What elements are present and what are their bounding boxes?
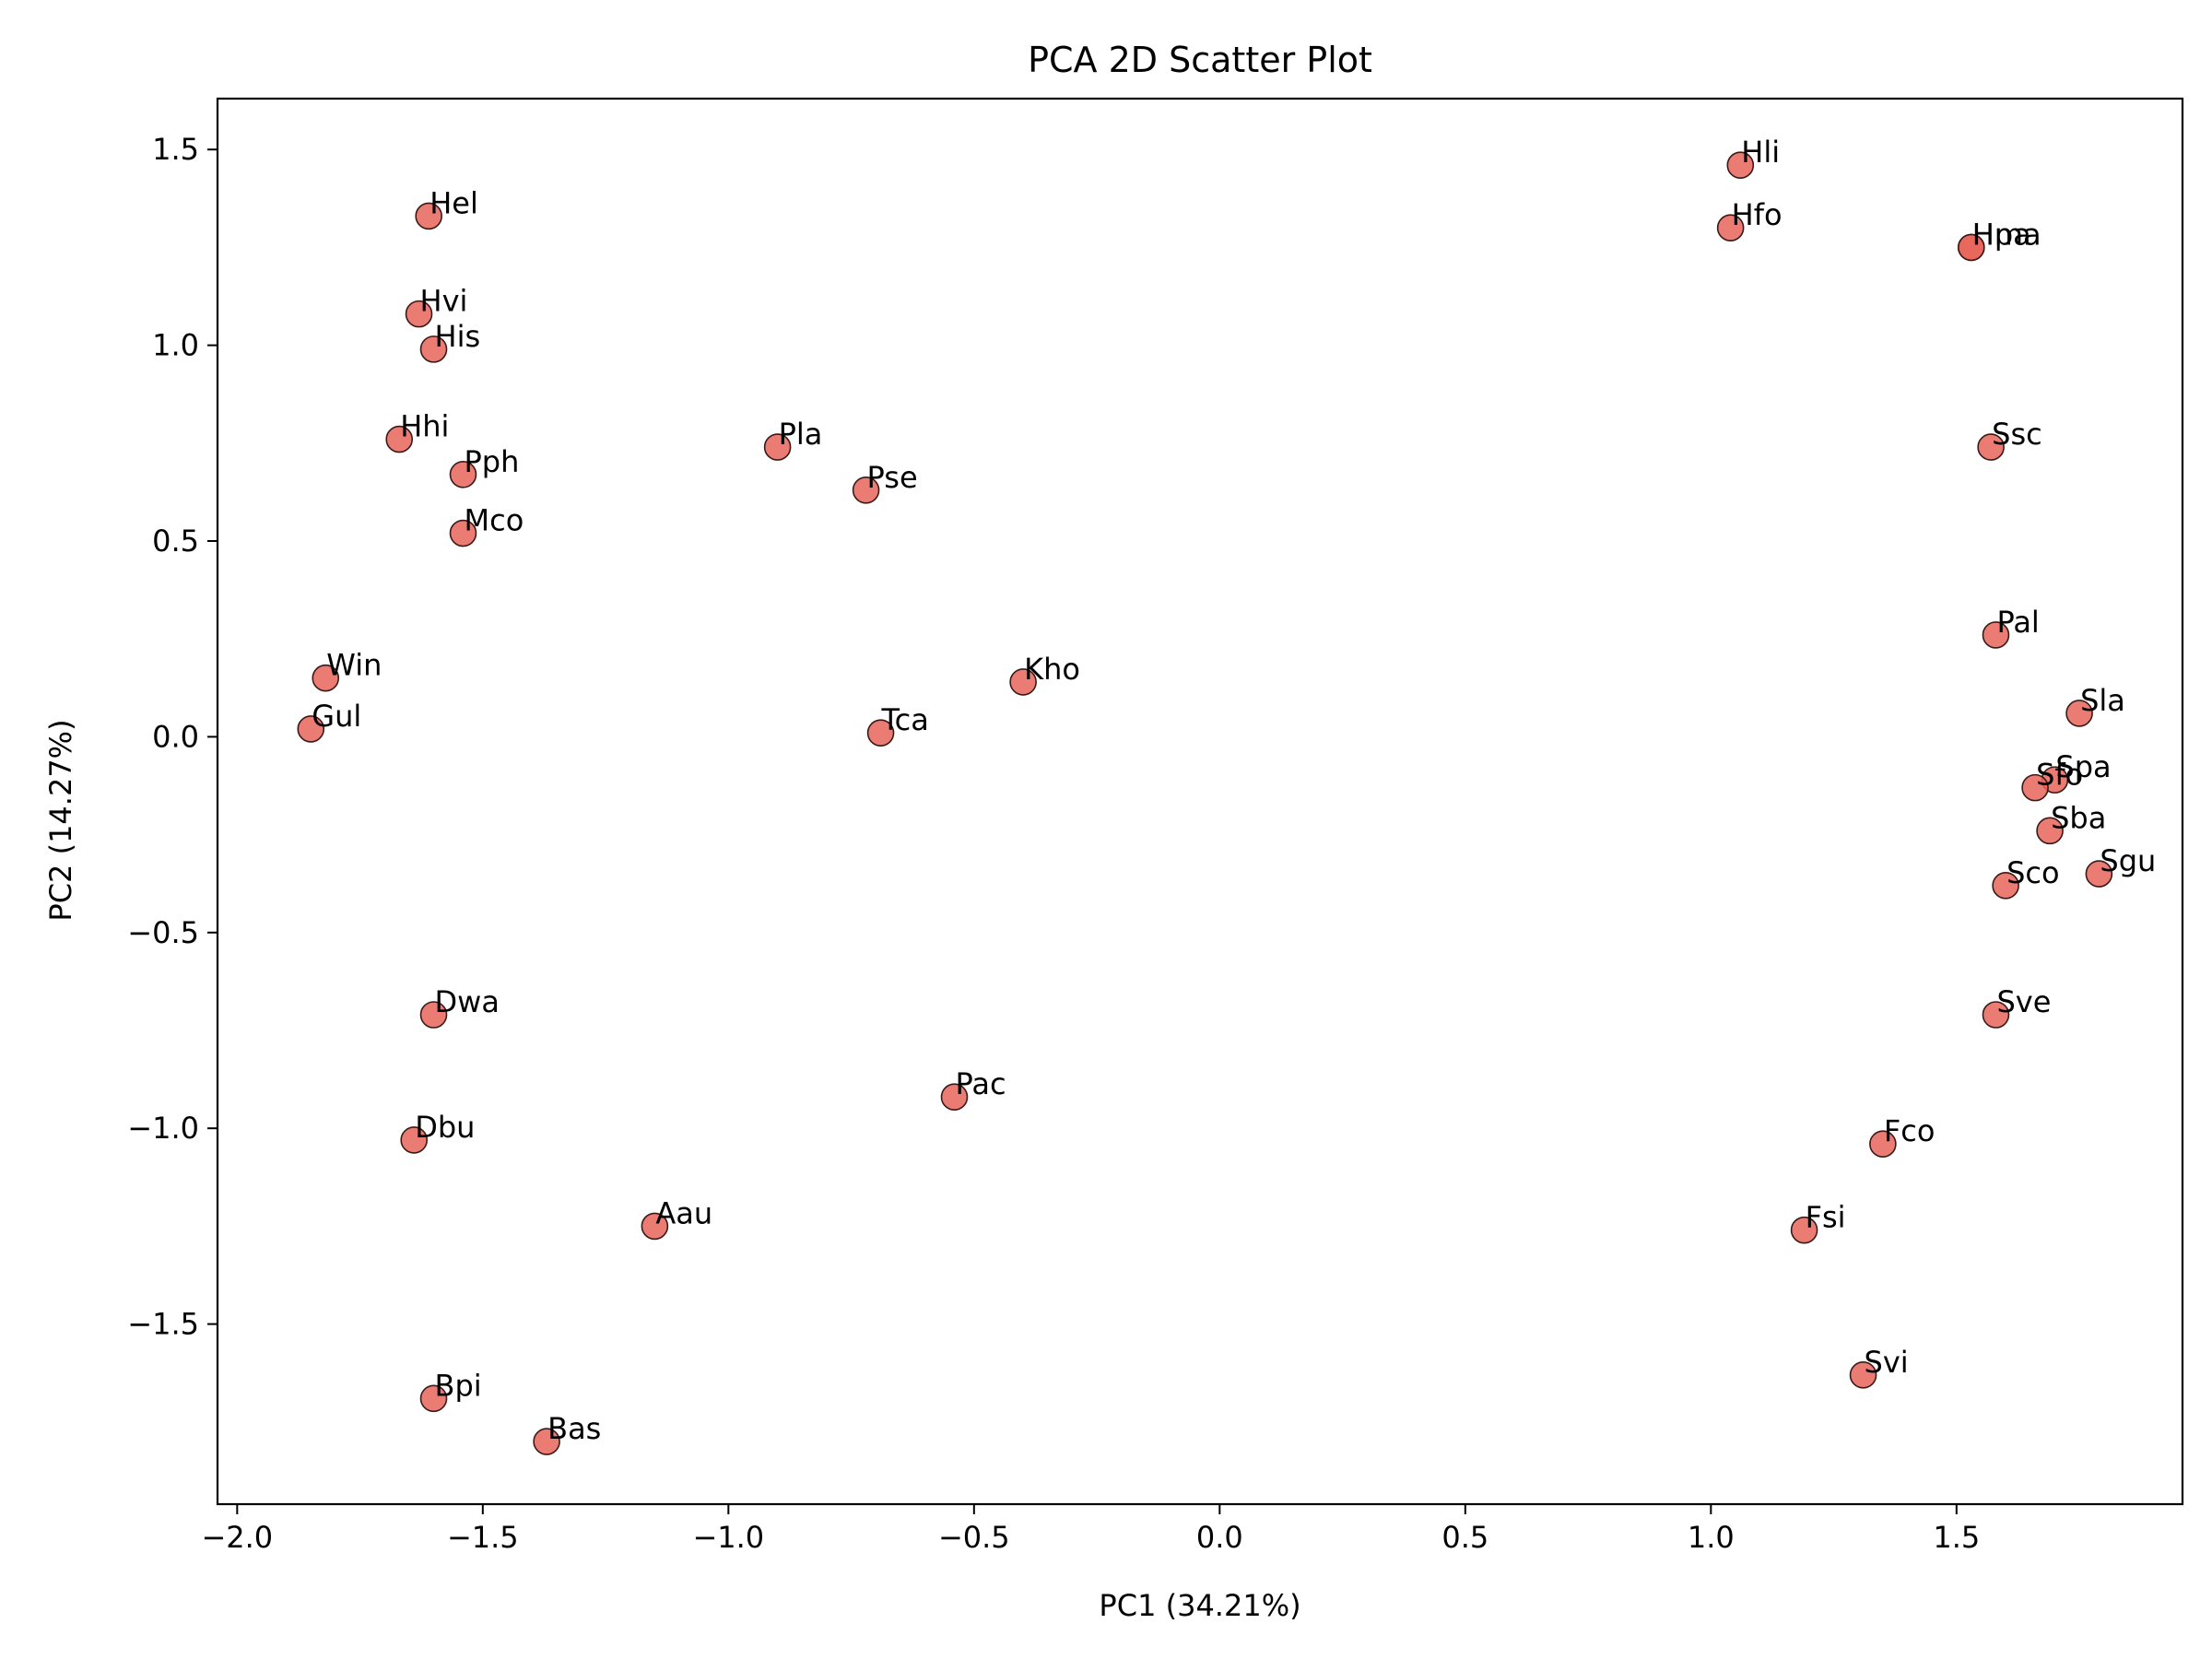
x-tick-label: −1.0: [692, 1520, 764, 1555]
scatter-point: [449, 519, 477, 547]
y-axis-label: PC2 (14.27%): [43, 719, 78, 921]
point-label: Pla: [779, 417, 823, 452]
point-label: Hhi: [400, 409, 449, 444]
point-label: Sve: [1996, 984, 2051, 1019]
scatter-point: [1982, 1001, 2010, 1029]
scatter-point: [1849, 1361, 1877, 1389]
scatter-point: [2036, 817, 2064, 845]
y-tick-label: −1.0: [127, 1111, 199, 1146]
x-tick-label: 0.0: [1196, 1520, 1243, 1555]
point-label: Fsi: [1806, 1200, 1846, 1235]
y-tick-label: 0.5: [152, 524, 199, 559]
scatter-point: [449, 460, 477, 488]
axes-frame: [216, 97, 2184, 1506]
chart-title: PCA 2D Scatter Plot: [1028, 40, 1372, 80]
y-tick-label: −0.5: [127, 915, 199, 950]
x-tick-label: −1.5: [447, 1520, 519, 1555]
scatter-point: [852, 476, 880, 504]
point-label: Sco: [2006, 855, 2059, 890]
point-label: Fco: [1884, 1113, 1936, 1148]
scatter-point: [419, 1001, 448, 1029]
scatter-point: [763, 433, 792, 461]
scatter-point: [866, 719, 895, 747]
scatter-point: [1992, 872, 2019, 900]
scatter-point: [1009, 668, 1037, 696]
point-label: Mco: [465, 503, 524, 538]
y-tick-label: 1.5: [152, 132, 199, 167]
scatter-point: [641, 1212, 669, 1241]
point-label: Hfo: [1732, 197, 1783, 232]
point-label: Dbu: [415, 1110, 475, 1145]
scatter-point: [400, 1126, 429, 1154]
scatter-point: [297, 715, 325, 743]
scatter-point: [1869, 1130, 1897, 1158]
point-label: Win: [326, 648, 382, 683]
x-tick-label: 1.5: [1933, 1520, 1980, 1555]
point-label: Pal: [1996, 605, 2039, 640]
scatter-point: [1982, 621, 2010, 649]
y-tick-label: 0.0: [152, 719, 199, 754]
point-label: Dwa: [435, 984, 500, 1019]
point-label: Sgu: [2100, 843, 2156, 878]
point-label: Hli: [1741, 135, 1780, 170]
data-points: [297, 151, 2113, 1455]
scatter-point: [940, 1083, 969, 1112]
point-label: Sfo: [2036, 758, 2083, 793]
point-label: Kho: [1024, 652, 1080, 687]
scatter-point: [1790, 1216, 1818, 1244]
x-axis-ticks: −2.0 −1.5 −1.0 −0.5 0.0 0.5 1.0 1.5: [201, 1504, 1980, 1555]
point-label: Ssc: [1992, 417, 2042, 452]
scatter-point: [385, 425, 414, 453]
scatter-point: [2065, 700, 2093, 727]
scatter-point: [405, 300, 433, 328]
point-label: Pac: [956, 1066, 1006, 1101]
y-axis-ticks: −1.5 −1.0 −0.5 0.0 0.5 1.0 1.5: [127, 132, 218, 1342]
x-tick-label: 0.5: [1441, 1520, 1488, 1555]
x-tick-label: −2.0: [201, 1520, 273, 1555]
scatter-point: [419, 335, 448, 363]
scatter-point: [533, 1428, 560, 1455]
point-label: Pse: [867, 460, 918, 495]
point-label: Svi: [1865, 1345, 1909, 1380]
scatter-point: [2085, 860, 2113, 888]
y-tick-label: −1.5: [127, 1307, 199, 1342]
point-label: Hma: [1972, 217, 2041, 252]
scatter-point: [2021, 773, 2049, 802]
x-tick-label: 1.0: [1688, 1520, 1735, 1555]
x-tick-label: −0.5: [938, 1520, 1010, 1555]
scatter-point: [1977, 433, 2005, 461]
point-label: Tca: [881, 702, 929, 737]
point-label: Gul: [312, 699, 361, 734]
point-label: Hel: [429, 185, 478, 220]
point-label: Sba: [2051, 800, 2106, 835]
point-label: Aau: [655, 1195, 712, 1230]
point-label: Sla: [2080, 683, 2125, 718]
scatter-point: [1958, 233, 1985, 262]
x-axis-label: PC1 (34.21%): [1099, 1588, 1300, 1623]
point-label: His: [435, 319, 481, 354]
scatter-point: [415, 202, 442, 230]
point-label: Bas: [547, 1411, 601, 1446]
scatter-point: [1726, 151, 1755, 180]
scatter-point: [1716, 214, 1745, 241]
point-label: Spa: [2055, 749, 2111, 784]
scatter-point: [312, 664, 340, 692]
point-label: Bpi: [435, 1368, 482, 1403]
scatter-point: [419, 1384, 448, 1413]
point-label: Hvi: [420, 284, 468, 319]
y-tick-label: 1.0: [152, 328, 199, 363]
plot-frame: [216, 97, 2184, 1506]
point-label: Pph: [465, 444, 520, 479]
point-label: Hpa: [1972, 217, 2031, 252]
